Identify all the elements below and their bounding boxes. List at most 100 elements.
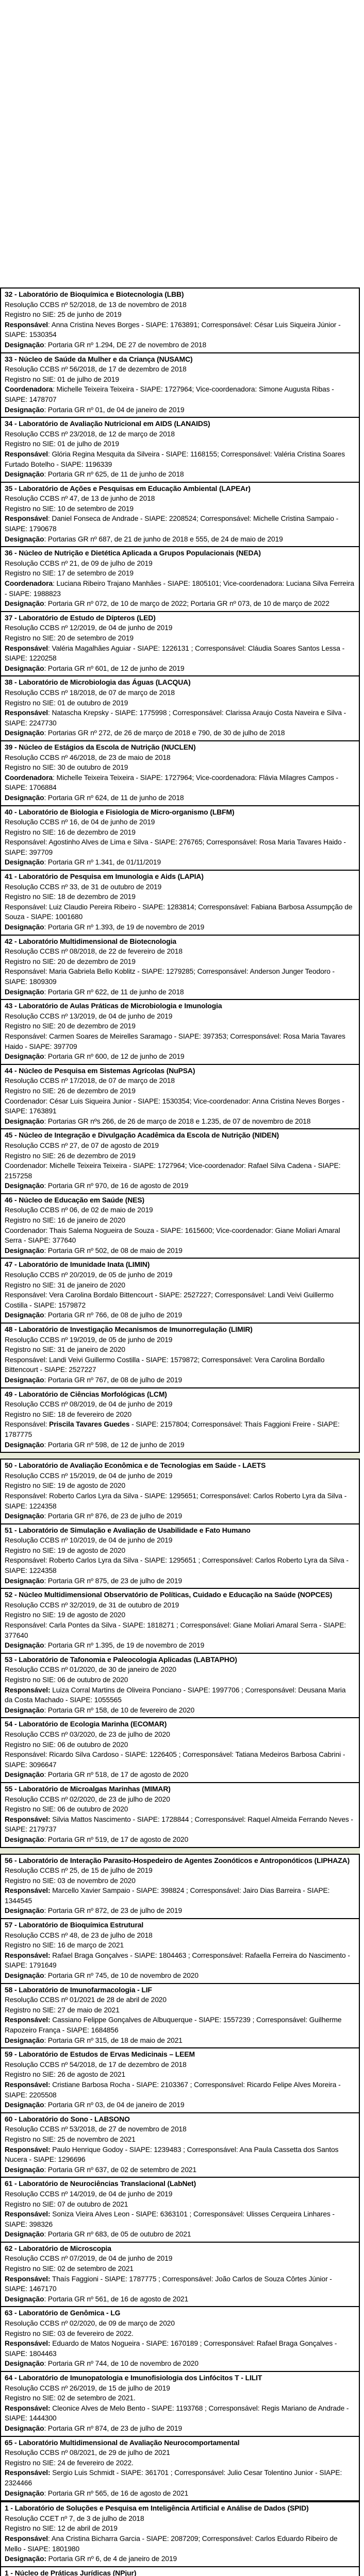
lab-entry: 56 - Laboratório de Interação Parasito-H… [1, 1855, 359, 1920]
lab-entry: 57 - Laboratório de Bioquímica Estrutura… [1, 1919, 359, 1984]
lab-entry-line: Resolução CCBS nº 16, de 04 de junho de … [5, 817, 355, 827]
text-segment: Resolução CCBS nº 53/2018, de 27 de nove… [5, 2125, 187, 2133]
text-segment: Registro no SIE: 19 de agosto de 2020 [5, 1482, 126, 1490]
lab-entry: 43 - Laboratório de Aulas Práticas de Mi… [1, 1000, 359, 1065]
text-segment: Designação [5, 858, 44, 867]
text-segment: Registro no SIE: 06 de outubro de 2020 [5, 1676, 128, 1684]
lab-entry-line: Registro no SIE: 31 de janeiro de 2020 [5, 1280, 355, 1291]
lab-entry-line: Resolução CCBS nº 23/2018, de 12 de març… [5, 429, 355, 439]
text-segment: : Portaria GR nº 519, de 17 de agosto de… [44, 1835, 189, 1843]
text-segment: Paulo Henrique Godoy - SIAPE: 1239483 ; … [5, 2145, 339, 2164]
lab-entry: 48 - Laboratório de Investigação Mecanis… [1, 1324, 359, 1388]
lab-entry-line: Registro no SIE: 01 de julho de 2019 [5, 375, 355, 385]
lab-entry: 59 - Laboratório de Estudos de Ervas Med… [1, 2048, 359, 2113]
text-segment: : Portaria GR nº 876, de 23 de julho de … [44, 1512, 183, 1520]
lab-entry-line: Registro no SIE: 01 de julho de 2019 [5, 439, 355, 449]
text-segment: Designação [5, 2036, 44, 2044]
lab-entry-title: 60 - Laboratório do Sono - LABSONO [5, 2114, 130, 2123]
lab-entry-line: Resolução CCBS nº 52/2018, de 13 de nove… [5, 300, 355, 310]
text-segment: Designação [5, 1706, 44, 1714]
text-segment: Responsável [5, 2534, 48, 2543]
text-segment: Coordenadora [5, 773, 53, 782]
text-segment: Responsável: Roberto Carlos Lyra da Silv… [5, 1492, 347, 1510]
text-segment: Resolução CCBS nº 33, de 31 de outubro d… [5, 883, 162, 891]
lab-entry-line: Registro no SIE: 06 de outubro de 2020 [5, 1740, 355, 1750]
lab-entry-line: Resolução CCBS nº 02/2020, de 23 de julh… [5, 1794, 355, 1805]
lab-entry-line: Resolução CCBS nº 01/2020, de 30 de jane… [5, 1665, 355, 1675]
lab-entry-line: Registro no SIE: 19 de agosto de 2020 [5, 1546, 355, 1556]
text-segment: : Portaria GR nº 874, de 23 de julho de … [44, 2424, 183, 2432]
lab-entry-line: Responsável: Luiz Claudio Pereira Ribeir… [5, 902, 355, 922]
lab-entry-line: Designação: Portaria GR nº 875, de 23 de… [5, 1576, 355, 1586]
lab-entry-title: 44 - Núcleo de Pesquisa em Sistemas Agrí… [5, 1066, 195, 1075]
text-segment: Responsável: [5, 1951, 51, 1959]
lab-entry-title: 39 - Núcleo de Estágios da Escola de Nut… [5, 742, 196, 751]
text-segment: Responsável [5, 709, 48, 717]
text-segment: : Portaria GR nº 03, de 04 de janeiro de… [44, 2101, 185, 2109]
lab-entry-line: Resolução CCBS nº 08/2021, de 29 de julh… [5, 2448, 355, 2458]
text-segment: Responsável: [5, 1420, 49, 1429]
text-segment: Designação [5, 2230, 44, 2239]
lab-entry-title: 45 - Núcleo de Integração e Divulgação A… [5, 1131, 279, 1140]
text-segment: Designação [5, 341, 44, 349]
text-segment: Designação [5, 729, 44, 737]
lab-entry-line: Designação: Portaria GR nº 1.393, de 19 … [5, 922, 355, 933]
text-segment: : Portaria GR nº 766, de 08 de julho de … [44, 1311, 183, 1319]
text-segment: Resolução CCBS nº 16, de 04 de junho de … [5, 818, 155, 826]
text-segment: : Portarias GR nº 272, de 26 de março de… [44, 729, 285, 737]
lab-entry-line: Designação: Portaria GR nº 745, de 10 de… [5, 1971, 355, 1981]
text-segment: Responsável: [5, 2404, 51, 2412]
text-segment: Registro no SIE: 06 de outubro de 2020 [5, 1805, 128, 1814]
text-segment: : Portaria GR nº 072, de 10 de março de … [44, 600, 329, 608]
text-segment: : Portaria GR nº 637, de 02 de setembro … [44, 2165, 197, 2174]
lab-entry-title: 36 - Núcleo de Nutrição e Dietética Apli… [5, 549, 261, 557]
lab-entry-line: Designação: Portaria GR nº 876, de 23 de… [5, 1511, 355, 1521]
text-segment: : Portaria GR nº 624, de 11 de junho de … [44, 793, 184, 802]
lab-entry-line: Resolução CCBS nº 32/2019, de 31 de outu… [5, 1600, 355, 1611]
lab-entry: 32 - Laboratório de Bioquímica e Biotecn… [1, 289, 359, 353]
lab-entry-line: Registro no SIE: 19 de agosto de 2020 [5, 1610, 355, 1620]
lab-entry-line: Responsável: Soniza Vieira Alves Leon - … [5, 2209, 355, 2229]
text-segment: : Anna Cristina Neves Borges - SIAPE: 17… [5, 320, 341, 339]
text-segment: Registro no SIE: 26 de dezembro de 2019 [5, 1087, 136, 1095]
text-segment: Designação [5, 600, 44, 608]
lab-entry-line: Responsável: Anna Cristina Neves Borges … [5, 320, 355, 340]
lab-entry: 54 - Laboratório de Ecologia Marinha (EC… [1, 1718, 359, 1783]
text-segment: Registro no SIE: 16 de janeiro de 2020 [5, 1216, 125, 1225]
text-segment: Resolução CCBS nº 10/2019, de 04 de junh… [5, 1536, 173, 1545]
lab-entry-line: Designação: Portaria GR nº 625, de 11 de… [5, 469, 355, 480]
text-segment: - SIAPE: 2157804; Corresponsável: Thaís … [5, 1420, 340, 1438]
text-segment: Designação [5, 2165, 44, 2174]
text-segment: Resolução CCBS nº 01/2020, de 30 de jane… [5, 1666, 176, 1674]
text-segment: Resolução CCBS nº 19/2019, de 05 de junh… [5, 1335, 173, 1344]
text-segment: : Portaria GR nº 872, de 23 de julho de … [44, 1907, 183, 1915]
lab-entry-line: Registro no SIE: 27 de maio de 2021 [5, 2005, 355, 2015]
text-segment: Registro no SIE: 31 de janeiro de 2020 [5, 1281, 125, 1289]
text-segment: Resolução CCBS nº 07/2019, de 04 de junh… [5, 2255, 173, 2263]
text-segment: Marcello Xavier Sampaio - SIAPE: 398824 … [5, 1887, 330, 1905]
text-segment: Coordenador: Michelle Teixeira Teixeira … [5, 1162, 341, 1180]
text-segment: Designação [5, 664, 44, 672]
lab-entry-line: Registro no SIE: 20 de dezembro de 2019 [5, 1021, 355, 1031]
text-segment: Responsável: [5, 2275, 51, 2283]
lab-entry: 62 - Laboratório de Microscopia Resolução… [1, 2243, 359, 2308]
text-segment: : Portaria GR nº 745, de 10 de novembro … [44, 1972, 198, 1980]
text-segment: Registro no SIE: 16 de março de 2021 [5, 1941, 124, 1950]
text-segment: Designação [5, 1835, 44, 1843]
text-segment: : Portaria GR nº 1.294, DE 27 de novembr… [44, 341, 207, 349]
lab-entry-line: Designação: Portaria GR nº 1.294, DE 27 … [5, 340, 355, 350]
lab-entry-line: Responsável: Landi Veivi Guillermo Costi… [5, 1355, 355, 1375]
lab-entry-title: 59 - Laboratório de Estudos de Ervas Med… [5, 2050, 195, 2059]
lab-entry-line: Registro no SIE: 18 de dezembro de 2019 [5, 892, 355, 902]
text-segment: Registro no SIE: 01 de julho de 2019 [5, 440, 119, 448]
lab-entry-line: Designação: Portaria GR nº 01, de 04 de … [5, 405, 355, 415]
text-segment: : Portaria GR nº 601, de 12 de junho de … [44, 664, 185, 672]
lab-entry-line: Registro no SIE: 26 de agosto de 2021 [5, 2070, 355, 2080]
lab-entry-line: Designação: Portaria GR nº 872, de 23 de… [5, 1906, 355, 1916]
lab-entry-line: Resolução CCBS nº 54/2018, de 17 de deze… [5, 2060, 355, 2070]
lab-entry-line: Resolução CCBS nº 20/2019, de 05 de junh… [5, 1270, 355, 1280]
lab-entry-line: Designação: Portarias GR nº 687, de 21 d… [5, 534, 355, 545]
lab-entry-title: 1 - Laboratório de Soluções e Pesquisa e… [5, 2504, 309, 2513]
text-segment: : Portaria GR nº 875, de 23 de julho de … [44, 1577, 183, 1585]
